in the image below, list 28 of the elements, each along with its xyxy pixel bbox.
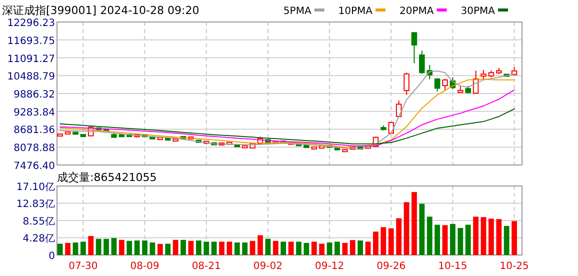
y-tick-label: 9283.84 <box>14 107 55 118</box>
y-tick-label: 0 <box>48 251 55 262</box>
x-tick-label: 08-21 <box>192 261 221 272</box>
legend-label: 30PMA <box>460 6 496 17</box>
y-tick-label: 9886.32 <box>14 90 55 100</box>
x-tick-label: 09-26 <box>376 261 406 272</box>
legend-label: 5PMA <box>283 6 312 17</box>
y-tick-label: 8.55亿 <box>22 216 55 228</box>
y-tick-label: 11693.75 <box>7 36 55 47</box>
y-tick-label: 17.10亿 <box>16 182 55 193</box>
x-tick-label: 09-12 <box>315 261 344 272</box>
y-tick-label: 12.83亿 <box>16 199 55 210</box>
y-tick-label: 7476.40 <box>14 161 55 172</box>
legend-label: 10PMA <box>338 6 373 17</box>
x-tick-label: 10-25 <box>500 261 529 272</box>
x-tick-label: 07-30 <box>68 261 98 272</box>
y-tick-label: 10488.79 <box>7 72 55 83</box>
legend-label: 20PMA <box>400 6 434 17</box>
chart-title: 成交量:865421055 <box>57 171 157 184</box>
x-tick-label: 09-02 <box>253 261 282 272</box>
x-tick-label: 08-09 <box>130 261 160 272</box>
y-tick-label: 12296.23 <box>7 18 55 29</box>
y-tick-label: 11091.27 <box>7 54 55 65</box>
y-tick-label: 4.28亿 <box>22 234 55 245</box>
chart-title: 深证成指[399001] 2024-10-28 09:20 <box>2 4 200 17</box>
x-tick-label: 10-15 <box>438 261 468 272</box>
y-tick-label: 8681.36 <box>14 125 55 136</box>
y-tick-label: 8078.88 <box>14 143 55 154</box>
